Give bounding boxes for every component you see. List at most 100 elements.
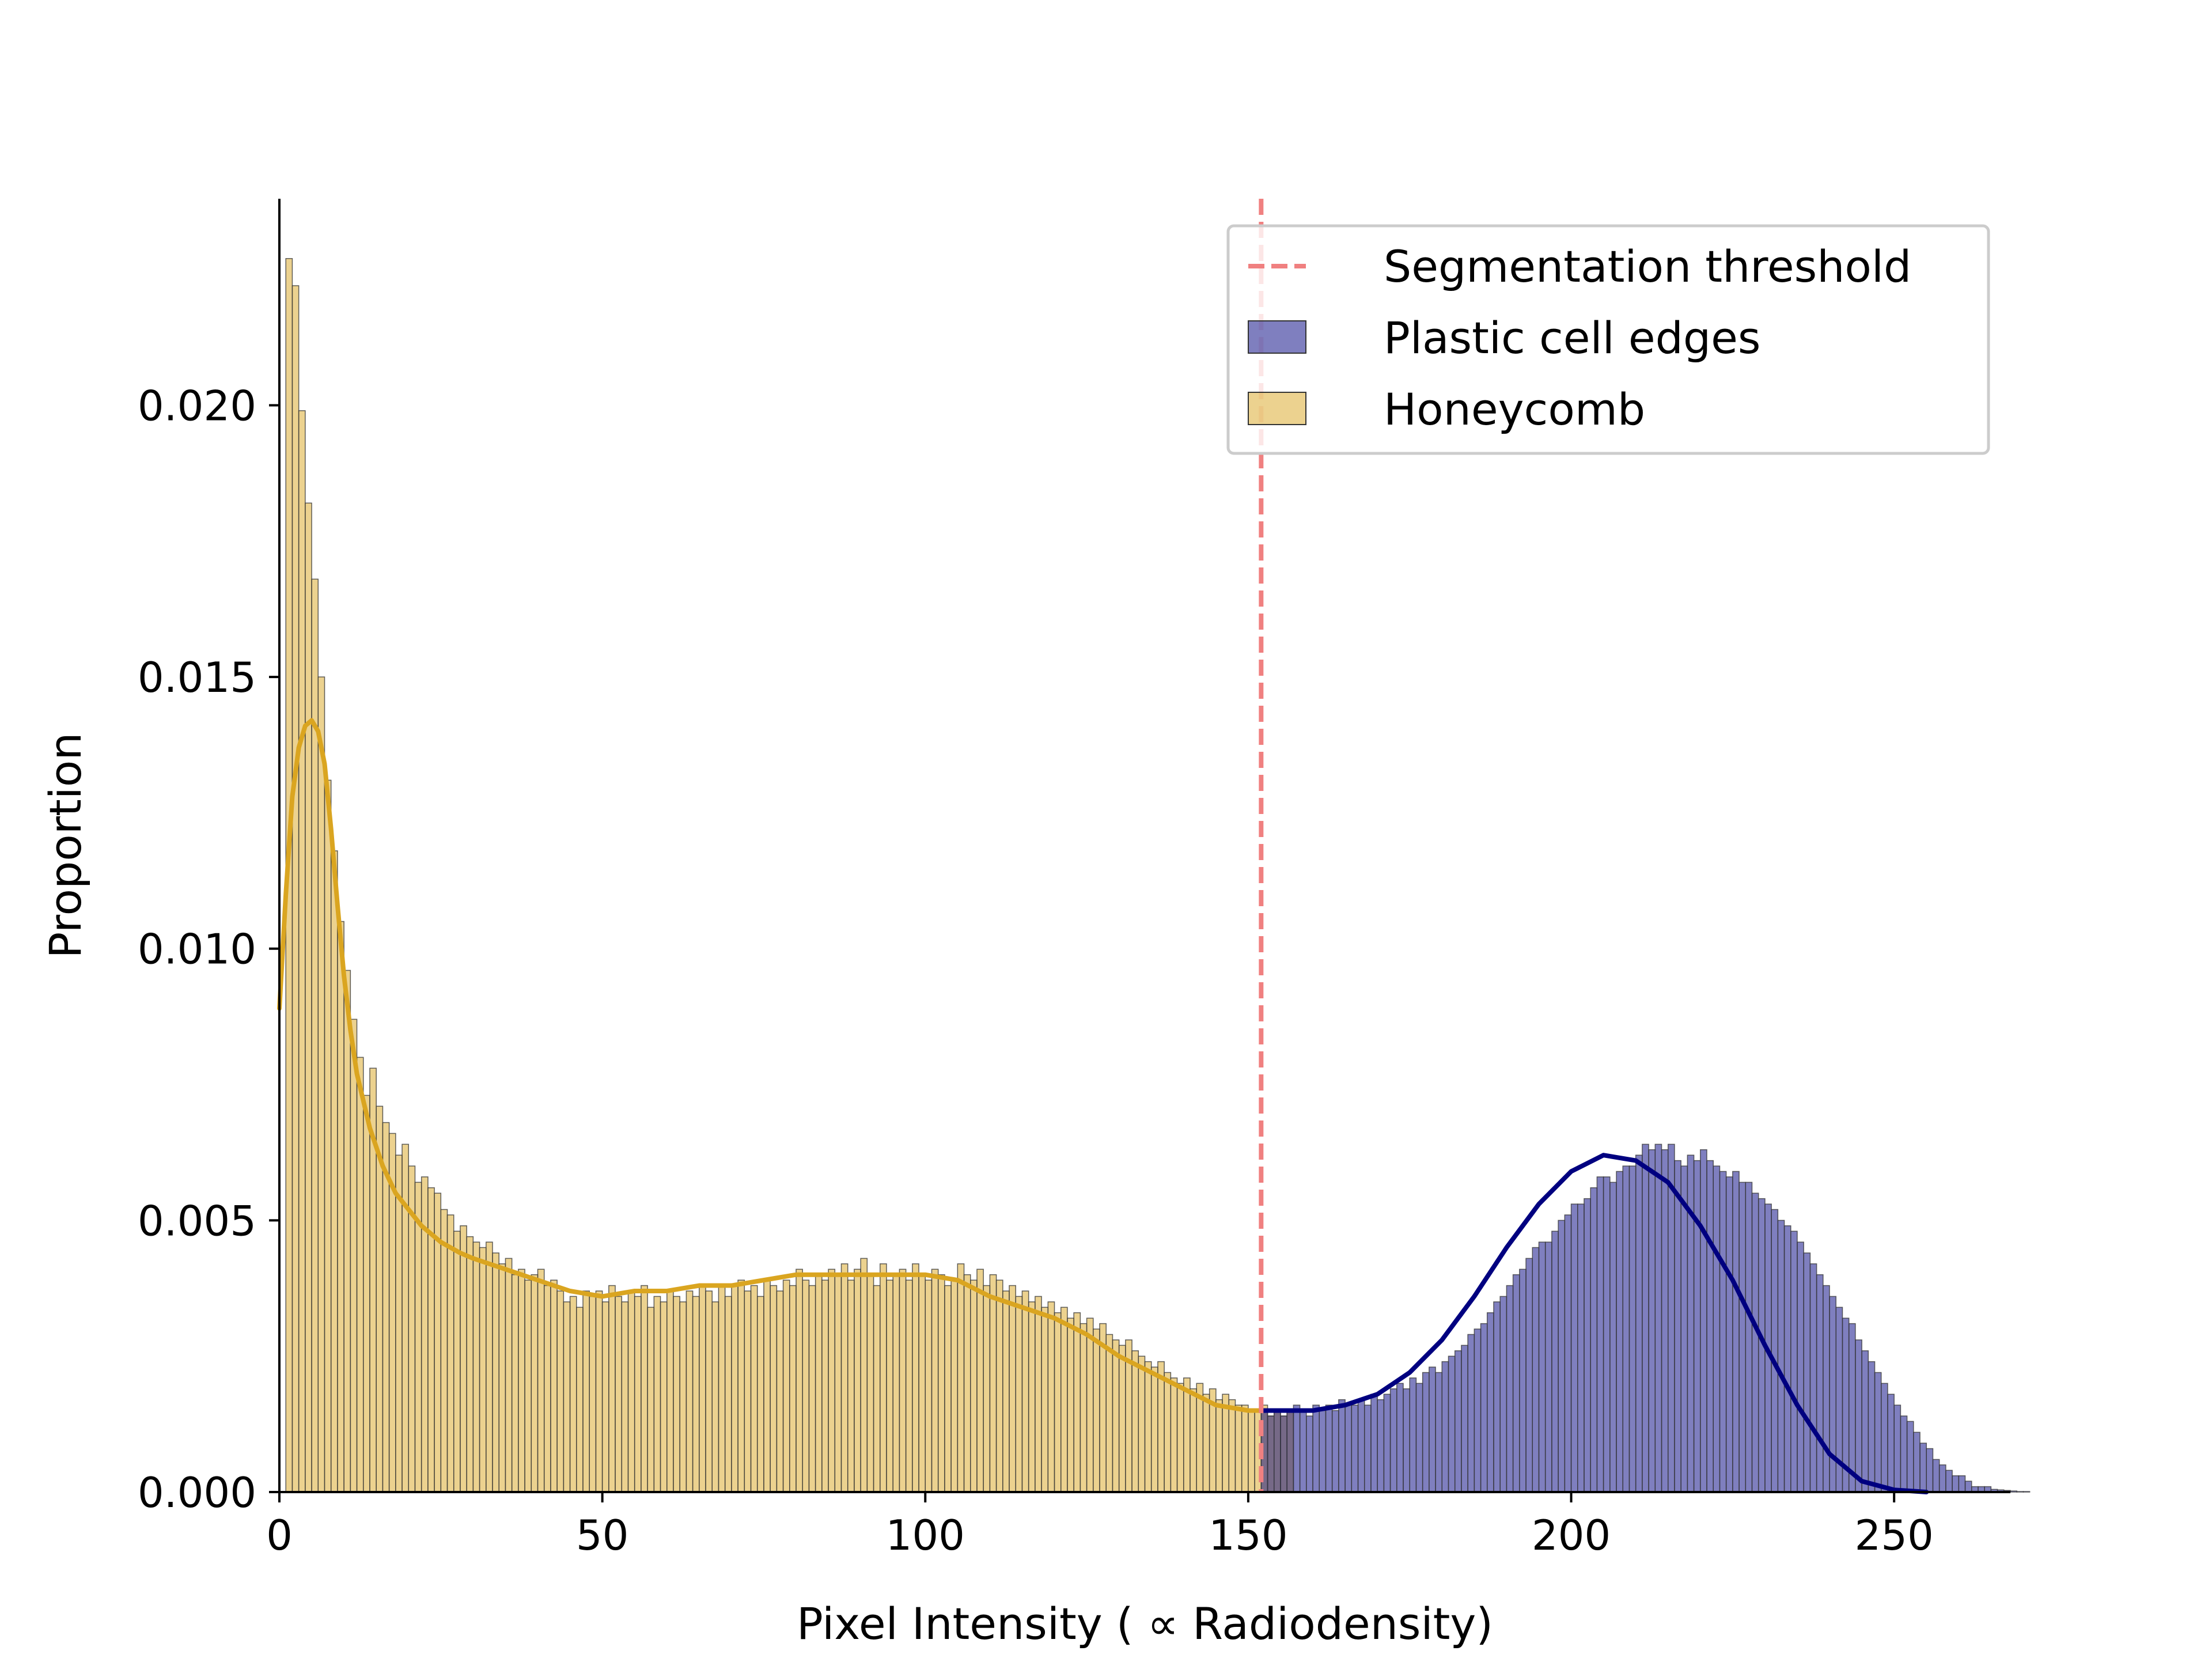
bar-honeycomb-57 xyxy=(647,1307,655,1493)
bar-plastic-223 xyxy=(1719,1171,1727,1493)
bar-honeycomb-33 xyxy=(492,1252,499,1493)
bar-honeycomb-76 xyxy=(770,1285,778,1493)
bar-honeycomb-10 xyxy=(343,970,351,1493)
bar-plastic-178 xyxy=(1429,1366,1436,1493)
bar-honeycomb-12 xyxy=(356,1057,364,1493)
bar-honeycomb-123 xyxy=(1073,1312,1081,1493)
bar-honeycomb-86 xyxy=(834,1274,842,1493)
bar-honeycomb-100 xyxy=(925,1279,933,1493)
bar-honeycomb-25 xyxy=(440,1209,448,1493)
bar-honeycomb-83 xyxy=(815,1274,823,1493)
bar-plastic-260 xyxy=(1958,1475,1966,1493)
bar-honeycomb-44 xyxy=(563,1301,571,1493)
bar-honeycomb-42 xyxy=(550,1279,558,1493)
bar-honeycomb-130 xyxy=(1118,1345,1126,1493)
bar-plastic-268 xyxy=(2010,1490,2017,1493)
bar-plastic-188 xyxy=(1493,1301,1501,1493)
bar-plastic-253 xyxy=(1913,1432,1921,1493)
x-axis-label: Pixel Intensity ( ∝ Radiodensity) xyxy=(797,1598,1493,1649)
bar-plastic-236 xyxy=(1803,1252,1811,1493)
bar-honeycomb-53 xyxy=(621,1301,629,1493)
bar-plastic-240 xyxy=(1829,1296,1837,1493)
legend-plastic-label: Plastic cell edges xyxy=(1384,312,1761,364)
bar-plastic-191 xyxy=(1512,1274,1520,1493)
bar-plastic-231 xyxy=(1771,1209,1779,1493)
bar-honeycomb-32 xyxy=(486,1241,493,1493)
bar-honeycomb-34 xyxy=(498,1263,506,1493)
bar-honeycomb-118 xyxy=(1041,1307,1049,1493)
bar-honeycomb-98 xyxy=(912,1263,919,1493)
bar-honeycomb-120 xyxy=(1054,1312,1062,1493)
bar-honeycomb-70 xyxy=(731,1285,738,1493)
bar-plastic-164 xyxy=(1338,1399,1346,1493)
x-tick-label-150: 150 xyxy=(1209,1511,1287,1559)
bar-plastic-254 xyxy=(1919,1443,1927,1493)
bar-plastic-222 xyxy=(1713,1165,1721,1493)
bar-honeycomb-39 xyxy=(531,1274,539,1493)
bar-plastic-193 xyxy=(1525,1258,1533,1493)
bar-honeycomb-95 xyxy=(892,1274,900,1493)
bar-plastic-216 xyxy=(1674,1160,1681,1493)
legend-frame xyxy=(1226,224,1990,455)
bar-honeycomb-148 xyxy=(1234,1404,1243,1493)
bar-plastic-225 xyxy=(1732,1171,1740,1493)
bar-honeycomb-73 xyxy=(750,1285,758,1493)
bar-plastic-257 xyxy=(1938,1464,1946,1493)
bar-plastic-162 xyxy=(1325,1404,1333,1493)
bar-honeycomb-126 xyxy=(1093,1328,1100,1493)
bar-honeycomb-3 xyxy=(298,410,306,1493)
bar-honeycomb-117 xyxy=(1035,1296,1042,1493)
bar-honeycomb-79 xyxy=(789,1285,797,1493)
bar-honeycomb-113 xyxy=(1009,1285,1016,1493)
bar-honeycomb-136 xyxy=(1157,1361,1165,1493)
bar-plastic-202 xyxy=(1584,1198,1591,1493)
bar-plastic-197 xyxy=(1551,1231,1559,1493)
bar-plastic-237 xyxy=(1809,1263,1817,1493)
y-tick-label-0: 0.000 xyxy=(138,1468,256,1517)
bar-plastic-184 xyxy=(1467,1334,1475,1493)
bar-honeycomb-72 xyxy=(744,1290,752,1493)
bar-plastic-203 xyxy=(1590,1187,1598,1493)
x-tick-label-100: 100 xyxy=(886,1511,965,1559)
bar-plastic-226 xyxy=(1738,1182,1747,1493)
bar-plastic-209 xyxy=(1628,1165,1637,1493)
bar-honeycomb-149 xyxy=(1241,1404,1249,1493)
bar-honeycomb-4 xyxy=(305,502,312,1493)
bar-plastic-234 xyxy=(1790,1231,1798,1493)
bar-plastic-212 xyxy=(1648,1149,1656,1493)
bar-honeycomb-115 xyxy=(1021,1290,1029,1493)
bar-honeycomb-102 xyxy=(937,1274,945,1493)
bar-plastic-227 xyxy=(1745,1182,1753,1493)
bar-honeycomb-26 xyxy=(446,1214,454,1493)
bar-plastic-171 xyxy=(1383,1394,1391,1493)
bar-honeycomb-52 xyxy=(615,1296,623,1493)
bar-honeycomb-59 xyxy=(660,1301,668,1493)
bar-plastic-165 xyxy=(1344,1404,1353,1493)
bar-plastic-250 xyxy=(1893,1404,1902,1493)
bar-plastic-182 xyxy=(1454,1350,1462,1493)
bar-plastic-270 xyxy=(2022,1491,2031,1493)
bar-honeycomb-125 xyxy=(1086,1318,1094,1493)
bar-honeycomb-116 xyxy=(1028,1301,1036,1493)
bar-honeycomb-55 xyxy=(634,1296,642,1493)
x-tick-label-200: 200 xyxy=(1532,1511,1611,1559)
bar-plastic-214 xyxy=(1661,1149,1669,1493)
bar-plastic-233 xyxy=(1783,1225,1791,1493)
bar-plastic-246 xyxy=(1868,1361,1876,1493)
bar-honeycomb-64 xyxy=(692,1296,700,1493)
bar-honeycomb-134 xyxy=(1144,1361,1152,1493)
bar-plastic-244 xyxy=(1855,1339,1862,1493)
legend-honeycomb-swatch xyxy=(1248,392,1306,425)
bar-honeycomb-85 xyxy=(828,1269,836,1493)
bar-honeycomb-45 xyxy=(569,1296,577,1493)
bar-honeycomb-11 xyxy=(350,1019,358,1493)
bar-honeycomb-84 xyxy=(821,1279,829,1493)
bar-plastic-154 xyxy=(1274,1410,1281,1493)
bar-plastic-199 xyxy=(1564,1214,1572,1493)
bar-honeycomb-81 xyxy=(802,1279,810,1493)
y-tick-label-1: 0.005 xyxy=(138,1197,256,1245)
bar-plastic-215 xyxy=(1667,1144,1675,1493)
bar-honeycomb-74 xyxy=(756,1296,764,1493)
bar-plastic-210 xyxy=(1635,1154,1643,1493)
